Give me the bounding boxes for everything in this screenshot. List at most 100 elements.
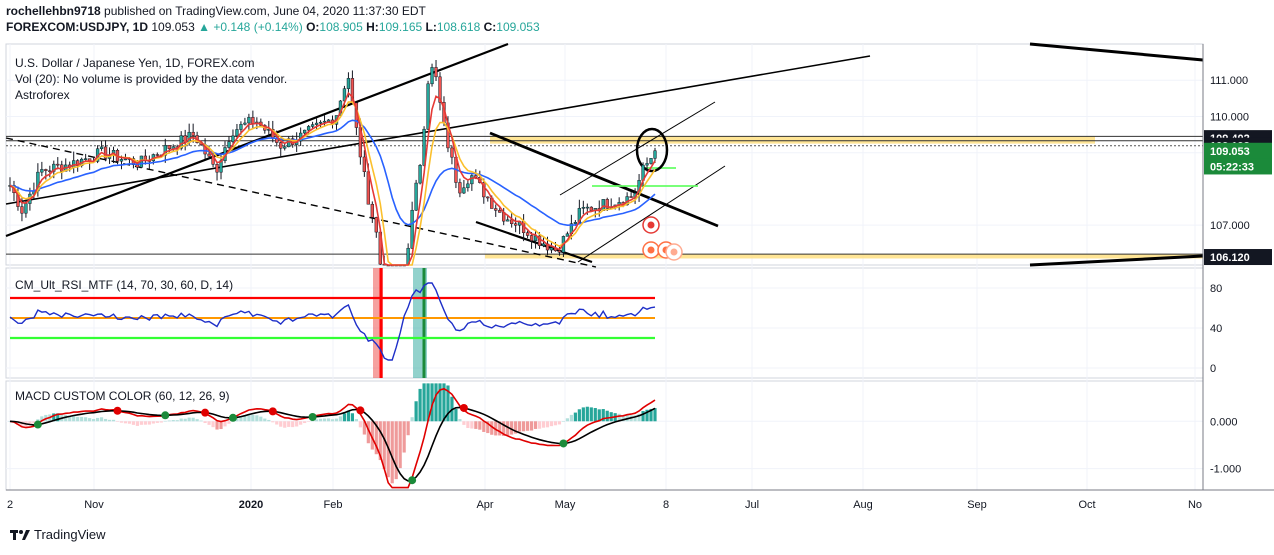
price-tick-label: 111.000 [1210, 75, 1248, 87]
legend-volume[interactable]: Vol (20): No volume is provided by the d… [15, 72, 288, 86]
macd-histogram-bar [84, 417, 88, 422]
macd-histogram-bar [334, 418, 339, 422]
candle-body [99, 146, 104, 149]
price-label-text: 106.120 [1210, 252, 1250, 264]
price-label-box [1204, 142, 1272, 159]
macd-histogram-bar [358, 421, 362, 428]
macd-histogram-bar [486, 421, 490, 434]
publisher-name[interactable]: rochellehbn9718 [6, 4, 101, 18]
candle-body [239, 124, 243, 130]
macd-histogram-bar [621, 414, 625, 422]
legend-author[interactable]: Astroforex [15, 88, 70, 102]
macd-histogram-bar [390, 421, 394, 484]
rsi-pane [9, 268, 656, 378]
macd-crossover-dot [459, 403, 468, 412]
macd-histogram-bar [494, 421, 498, 436]
macd-histogram-bar [203, 421, 207, 423]
macd-histogram-bar [406, 421, 410, 436]
candle-body [179, 135, 183, 149]
macd-histogram-bar [32, 421, 36, 424]
macd-histogram-bar [147, 421, 151, 425]
macd-histogram-bar [478, 421, 482, 430]
macd-histogram-bar [474, 421, 478, 429]
price-tick-label: 107.000 [1210, 220, 1250, 232]
symbol-name[interactable]: FOREXCOM:USDJPY, 1D [6, 20, 149, 34]
macd-histogram-bar [318, 418, 323, 422]
candle-body [565, 233, 570, 237]
macd-histogram-bar [438, 383, 442, 422]
macd-histogram-bar [155, 421, 159, 423]
candle-body [247, 117, 251, 124]
macd-histogram-bar [597, 409, 601, 422]
time-tick-label: Apr [476, 499, 493, 511]
macd-histogram-bar [259, 416, 263, 422]
candle-body [52, 163, 56, 172]
macd-histogram-bar [211, 421, 215, 428]
macd-histogram-bar [271, 421, 275, 423]
last-price: 109.053 [151, 20, 195, 34]
macd-histogram-bar [16, 421, 20, 426]
macd-histogram-bar [131, 421, 136, 425]
candle-body [370, 203, 374, 218]
macd-histogram-bar [28, 421, 32, 426]
candle-body [418, 165, 422, 184]
price-change: ▲ +0.148 (+0.14%) [198, 20, 303, 34]
time-tick-label: May [555, 499, 576, 511]
pane-frame [5, 267, 1204, 379]
rsi-legend[interactable]: CM_Ult_RSI_MTF (14, 70, 30, 60, D, 14) [15, 278, 234, 292]
low-value: 108.618 [436, 20, 481, 34]
candle-body [251, 117, 255, 124]
macd-histogram-bar [72, 415, 76, 422]
macd-histogram-bar [119, 421, 124, 423]
macd-histogram-bar [422, 383, 426, 422]
candle-body [653, 150, 657, 159]
macd-legend[interactable]: MACD CUSTOM COLOR (60, 12, 26, 9) [15, 389, 230, 403]
candle-body [629, 196, 633, 198]
candle-body [318, 121, 323, 124]
macd-histogram-bar [510, 421, 514, 435]
macd-histogram-bar [382, 421, 386, 470]
candle-body [191, 131, 195, 136]
macd-histogram-bar [163, 420, 167, 422]
low-label: L: [425, 20, 437, 34]
candle-body [56, 163, 60, 166]
macd-histogram-bar [68, 415, 72, 422]
macd-histogram-bar [490, 421, 494, 435]
tradingview-logo-icon [10, 529, 30, 540]
macd-histogram-bar [223, 421, 227, 427]
macd-histogram-bar [20, 421, 24, 428]
macd-histogram-bar [454, 408, 458, 422]
macd-histogram-bar [645, 409, 649, 422]
macd-histogram-bar [414, 401, 418, 422]
price-label-text: 109.053 [1210, 146, 1250, 158]
candle-body [470, 175, 474, 185]
macd-histogram-bar [307, 421, 311, 422]
macd-histogram-bar [581, 407, 585, 422]
macd-histogram-bar [346, 410, 351, 422]
macd-histogram-bar [533, 421, 538, 429]
candle-body [207, 153, 211, 157]
macd-histogram-bar [522, 421, 526, 432]
macd-histogram-bar [207, 421, 211, 425]
candle-body [498, 210, 502, 213]
macd-histogram-bar [482, 421, 486, 432]
price-pane [8, 60, 657, 267]
candle-body [24, 203, 28, 214]
macd-histogram-bar [215, 421, 219, 430]
legend-instrument[interactable]: U.S. Dollar / Japanese Yen, 1D, FOREX.co… [15, 56, 255, 70]
candle-body [215, 164, 219, 173]
footer-brand[interactable]: TradingView [10, 527, 106, 542]
macd-histogram-bar [430, 383, 434, 422]
macd-histogram-bar [151, 421, 155, 424]
macd-histogram-bar [498, 421, 502, 436]
macd-pane [8, 383, 657, 489]
price-tick-label: 110.000 [1210, 111, 1249, 123]
candle-body [426, 83, 430, 130]
macd-histogram-bar [299, 421, 303, 425]
candle-body [422, 128, 426, 166]
macd-histogram-bar [115, 421, 120, 422]
rsi-line [9, 282, 656, 361]
macd-crossover-dot [356, 406, 365, 415]
macd-histogram-bar [525, 421, 530, 431]
